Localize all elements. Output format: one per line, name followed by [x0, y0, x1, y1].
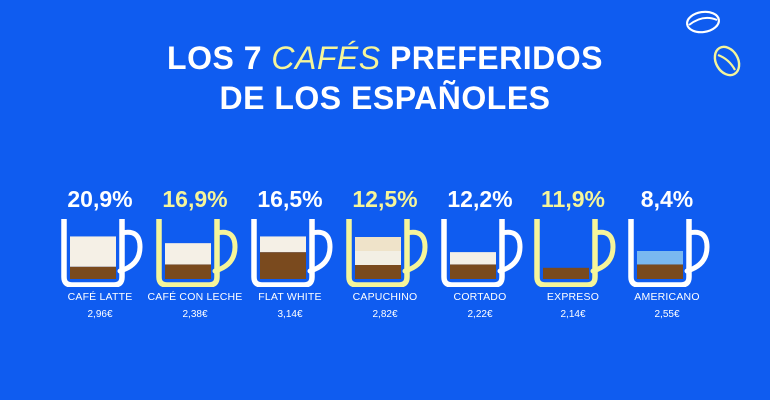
coffee-price: 2,55€	[654, 309, 680, 320]
cup-layer-water	[637, 251, 683, 265]
coffee-percent: 8,4%	[640, 186, 694, 212]
cup-handle	[117, 229, 143, 274]
title-line-1: LOS 7 CAFÉS PREFERIDOS	[0, 38, 770, 78]
cup-handle	[307, 229, 333, 274]
page-title: LOS 7 CAFÉS PREFERIDOS DE LOS ESPAÑOLES	[0, 38, 770, 118]
cup-handle	[497, 229, 523, 274]
coffee-percent: 20,9%	[67, 186, 133, 212]
coffee-price: 2,38€	[182, 309, 208, 320]
cup-outline	[61, 219, 125, 287]
coffee-list: 20,9% CAFÉ LATTE 2,96€ 16,9% CAFÉ CON LECHE 2…	[0, 185, 770, 345]
coffee-percent: 12,5%	[352, 186, 418, 212]
coffee-cup-icon	[628, 219, 710, 287]
coffee-cup-icon	[346, 219, 428, 287]
title-line-2: DE LOS ESPAÑOLES	[219, 80, 551, 116]
cup-outline	[628, 219, 692, 287]
cup-layer-milk	[355, 237, 401, 251]
cup-layer-milk	[450, 252, 496, 265]
cup-layer-coffee	[543, 267, 589, 279]
cup-layer-milk	[355, 251, 401, 265]
coffee-item: 8,4% AMERICANO 2,55€	[619, 185, 715, 320]
coffee-bean-yellow-icon	[713, 45, 741, 77]
coffee-cup-icon	[441, 219, 523, 287]
coffee-item: 20,9% CAFÉ LATTE 2,96€	[52, 185, 148, 320]
coffee-name: EXPRESO	[546, 291, 600, 303]
coffee-cup-icon	[534, 219, 616, 287]
cup-outline	[251, 219, 315, 287]
coffee-price: 2,22€	[467, 309, 493, 320]
cup-outline	[346, 219, 410, 287]
cup-layer-coffee	[637, 264, 683, 279]
coffee-item: 16,9% CAFÉ CON LECHE 2,38€	[147, 185, 243, 320]
coffee-price: 2,82€	[372, 309, 398, 320]
coffee-name: CAFÉ CON LECHE	[147, 291, 243, 303]
cup-outline	[156, 219, 220, 287]
cup-outline	[441, 219, 505, 287]
coffee-percent: 16,5%	[257, 186, 323, 212]
coffee-price: 3,14€	[277, 309, 303, 320]
cup-layer-coffee	[70, 266, 116, 279]
coffee-item: 12,5% CAPUCHINO 2,82€	[337, 185, 433, 320]
coffee-percent: 16,9%	[162, 186, 228, 212]
coffee-name: FLAT WHITE	[258, 291, 322, 303]
cup-layer-milk	[70, 236, 116, 267]
coffee-name: AMERICANO	[634, 291, 700, 303]
coffee-cup-icon	[156, 219, 238, 287]
coffee-cup-icon	[251, 219, 333, 287]
cup-outline	[534, 219, 598, 287]
coffee-item: 16,5% FLAT WHITE 3,14€	[242, 185, 338, 320]
coffee-price: 2,14€	[560, 309, 586, 320]
cup-handle	[402, 229, 428, 274]
coffee-item: 12,2% CORTADO 2,22€	[432, 185, 528, 320]
cup-handle	[684, 229, 710, 274]
coffee-item: 11,9% EXPRESO 2,14€	[525, 185, 621, 320]
cup-handle	[590, 229, 616, 274]
coffee-price: 2,96€	[87, 309, 113, 320]
title-accent-word: CAFÉS	[271, 40, 381, 76]
cup-layer-milk	[165, 243, 211, 265]
title-line-1-end: PREFERIDOS	[380, 40, 603, 76]
cup-layer-milk	[260, 236, 306, 253]
coffee-percent: 12,2%	[447, 186, 513, 212]
cup-layer-coffee	[355, 265, 401, 279]
coffee-percent: 11,9%	[541, 186, 605, 212]
coffee-name: CAFÉ LATTE	[67, 291, 133, 303]
cup-layer-coffee	[165, 264, 211, 279]
coffee-name: CAPUCHINO	[352, 291, 418, 303]
cup-handle	[212, 229, 238, 274]
coffee-name: CORTADO	[453, 291, 507, 303]
title-line-1-start: LOS 7	[167, 40, 272, 76]
coffee-cup-icon	[61, 219, 143, 287]
cup-layer-coffee	[260, 252, 306, 279]
coffee-bean-outline-icon	[685, 10, 721, 34]
cup-layer-coffee	[450, 264, 496, 279]
